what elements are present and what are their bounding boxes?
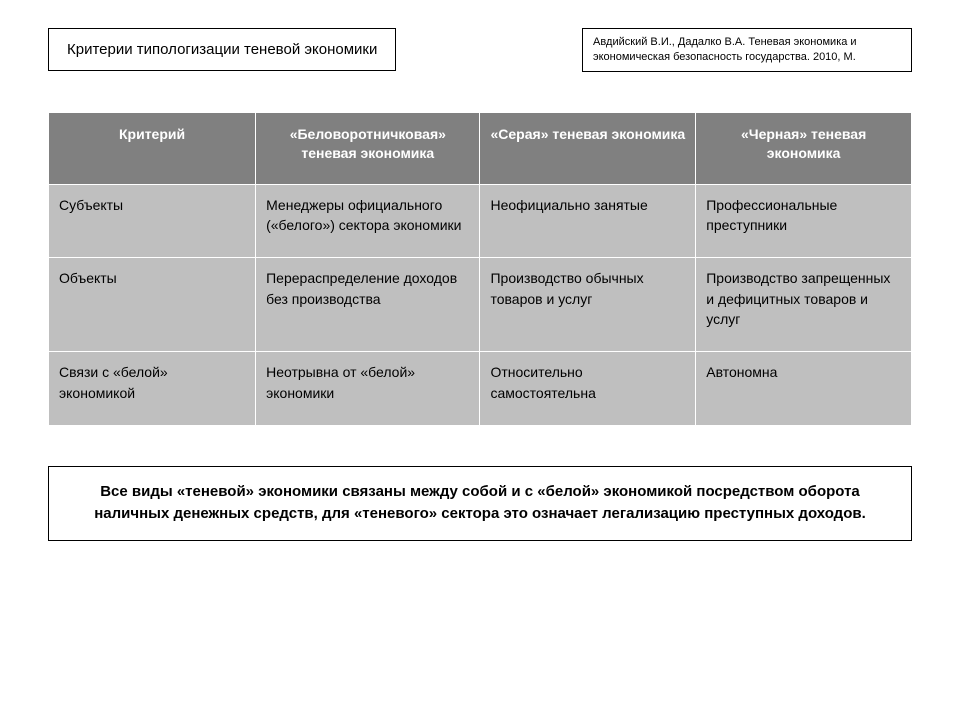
footer-box: Все виды «теневой» экономики связаны меж… [48,466,912,541]
cell: Производство обычных товаров и услуг [480,258,696,352]
cell: Производство запрещенных и дефицитных то… [696,258,912,352]
table-row: Объекты Перераспределение доходов без пр… [49,258,912,352]
cell: Автономна [696,352,912,426]
header-row: Критерии типологизации теневой экономики… [48,28,912,72]
title-text: Критерии типологизации теневой экономики [67,41,377,58]
table-header-row: Критерий «Беловоротничковая» теневая эко… [49,112,912,184]
cell: Менеджеры официального («белого») сектор… [256,184,480,258]
cell: Неофициально занятые [480,184,696,258]
criteria-table: Критерий «Беловоротничковая» теневая эко… [48,112,912,426]
col-header: «Беловоротничковая» теневая экономика [256,112,480,184]
table-row: Субъекты Менеджеры официального («белого… [49,184,912,258]
title-box: Критерии типологизации теневой экономики [48,28,396,71]
cell: Объекты [49,258,256,352]
footer-text: Все виды «теневой» экономики связаны меж… [94,483,866,523]
cell: Профессиональные преступники [696,184,912,258]
table-row: Связи с «белой» экономикой Неотрывна от … [49,352,912,426]
cell: Субъекты [49,184,256,258]
col-header: «Черная» теневая экономика [696,112,912,184]
citation-text: Авдийский В.И., Дадалко В.А. Теневая эко… [593,36,857,63]
cell: Связи с «белой» экономикой [49,352,256,426]
col-header: «Серая» теневая экономика [480,112,696,184]
cell: Неотрывна от «белой» экономики [256,352,480,426]
citation-box: Авдийский В.И., Дадалко В.А. Теневая эко… [582,28,912,72]
cell: Относительно самостоятельна [480,352,696,426]
cell: Перераспределение доходов без производст… [256,258,480,352]
col-header: Критерий [49,112,256,184]
